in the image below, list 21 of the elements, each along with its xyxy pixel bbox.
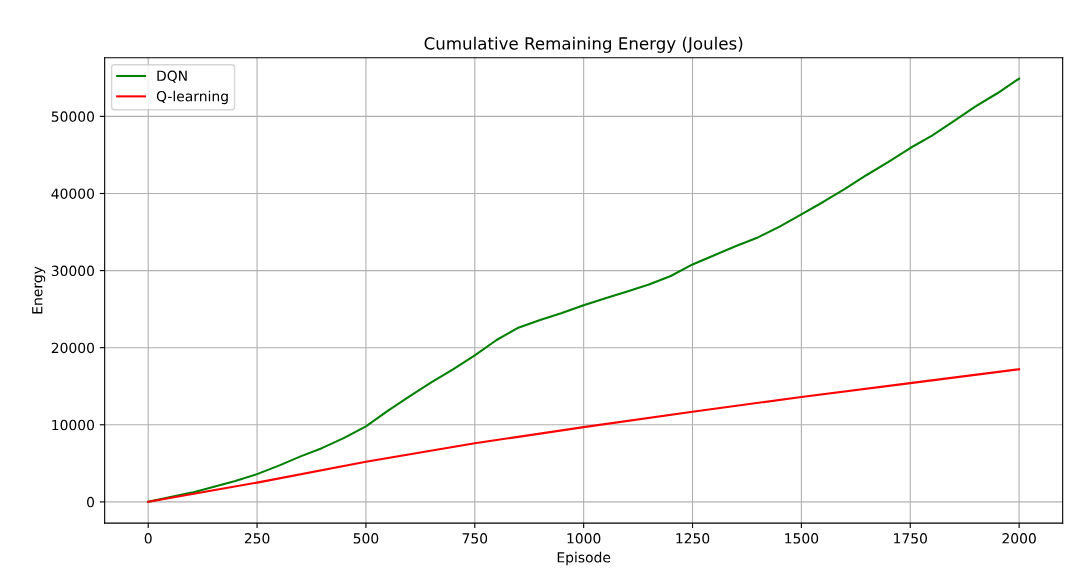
y-tick-label: 30000 xyxy=(51,265,95,277)
y-tick-label: 50000 xyxy=(51,111,95,122)
chart-title: Cumulative Remaining Energy (Joules) xyxy=(424,36,743,53)
x-tick-label: 1000 xyxy=(567,533,601,544)
x-tick-label: 250 xyxy=(244,533,270,544)
x-tick-label: 2000 xyxy=(1002,533,1036,544)
y-tick-label: 0 xyxy=(87,496,95,508)
y-axis-title: Energy xyxy=(32,266,46,314)
x-tick-label: 750 xyxy=(462,533,488,544)
legend-label: Q-learning xyxy=(156,90,228,105)
legend-label: DQN xyxy=(157,70,187,83)
x-tick-label: 500 xyxy=(353,533,379,544)
x-tick-label: 1250 xyxy=(676,533,710,544)
y-tick-label: 40000 xyxy=(51,188,95,199)
x-tick-label: 1750 xyxy=(894,533,927,544)
y-tick-label: 10000 xyxy=(52,419,95,431)
x-axis-title: Episode xyxy=(557,551,611,566)
x-tick-label: 1500 xyxy=(785,533,819,544)
x-tick-label: 0 xyxy=(144,533,152,544)
line-series xyxy=(147,368,1021,503)
y-tick-label: 20000 xyxy=(51,342,95,354)
